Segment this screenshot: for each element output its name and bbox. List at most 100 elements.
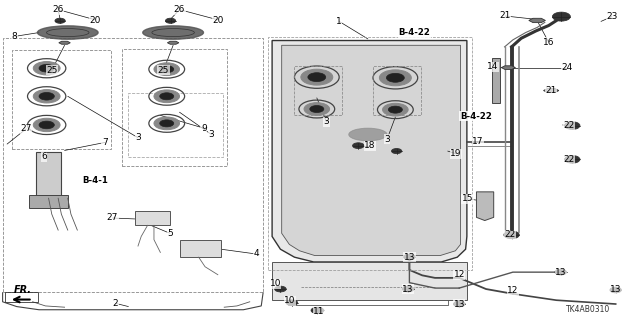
Text: 26: 26 xyxy=(52,5,64,14)
Circle shape xyxy=(308,73,326,82)
Polygon shape xyxy=(59,41,70,44)
Circle shape xyxy=(403,286,414,292)
Text: 7: 7 xyxy=(102,138,108,147)
Text: 3: 3 xyxy=(135,133,141,142)
Circle shape xyxy=(275,286,286,292)
Circle shape xyxy=(286,300,298,306)
Text: 11: 11 xyxy=(313,307,324,316)
Bar xyxy=(272,262,467,300)
Text: 13: 13 xyxy=(610,285,621,294)
Circle shape xyxy=(504,231,519,239)
Circle shape xyxy=(304,103,330,116)
Circle shape xyxy=(160,93,173,100)
Circle shape xyxy=(552,12,570,21)
Bar xyxy=(179,240,221,257)
Circle shape xyxy=(380,70,412,86)
Text: 2: 2 xyxy=(113,299,118,308)
Polygon shape xyxy=(272,41,467,262)
Bar xyxy=(3,38,263,292)
Bar xyxy=(29,195,68,208)
Circle shape xyxy=(154,63,179,76)
Text: 15: 15 xyxy=(462,194,473,204)
Text: 13: 13 xyxy=(555,268,566,277)
Circle shape xyxy=(311,307,324,314)
Text: 27: 27 xyxy=(20,124,32,133)
Text: B-4-1: B-4-1 xyxy=(83,176,108,185)
Circle shape xyxy=(564,156,580,163)
Bar xyxy=(12,50,111,149)
Text: 25: 25 xyxy=(158,66,169,75)
Bar xyxy=(129,93,223,157)
Text: 21: 21 xyxy=(499,12,511,20)
Bar xyxy=(135,211,170,225)
Circle shape xyxy=(387,73,404,82)
Circle shape xyxy=(160,120,173,127)
Bar xyxy=(294,66,342,116)
Circle shape xyxy=(33,118,60,132)
Circle shape xyxy=(610,287,621,293)
Text: 27: 27 xyxy=(107,213,118,222)
Text: TK4AB0310: TK4AB0310 xyxy=(566,305,611,314)
Circle shape xyxy=(388,106,403,113)
Circle shape xyxy=(555,269,566,275)
Polygon shape xyxy=(501,66,515,69)
Text: 5: 5 xyxy=(167,229,173,238)
Text: 14: 14 xyxy=(487,62,498,71)
Text: 10: 10 xyxy=(284,296,296,305)
Text: FR.: FR. xyxy=(13,285,31,295)
Text: B-4-22: B-4-22 xyxy=(399,28,431,37)
Text: 9: 9 xyxy=(201,124,207,132)
Polygon shape xyxy=(492,58,500,103)
Text: 13: 13 xyxy=(454,300,465,308)
Text: 17: 17 xyxy=(472,137,483,146)
Text: 1: 1 xyxy=(336,17,342,26)
Polygon shape xyxy=(168,41,179,44)
Circle shape xyxy=(564,122,580,129)
Text: 22: 22 xyxy=(563,121,575,130)
Text: 20: 20 xyxy=(212,16,223,25)
Polygon shape xyxy=(476,192,493,220)
Text: 3: 3 xyxy=(323,117,329,126)
Text: 10: 10 xyxy=(269,279,281,288)
Text: 12: 12 xyxy=(454,270,465,279)
Text: 13: 13 xyxy=(404,253,415,262)
Polygon shape xyxy=(529,18,545,23)
Circle shape xyxy=(404,254,415,260)
Text: 3: 3 xyxy=(209,130,214,139)
Circle shape xyxy=(454,301,465,307)
Text: 8: 8 xyxy=(12,32,18,41)
Text: 4: 4 xyxy=(253,250,259,259)
Circle shape xyxy=(160,66,173,73)
Circle shape xyxy=(55,18,65,23)
Circle shape xyxy=(39,92,54,100)
Text: 16: 16 xyxy=(543,38,554,47)
Polygon shape xyxy=(543,89,559,92)
Circle shape xyxy=(310,106,324,113)
Text: 24: 24 xyxy=(561,63,573,72)
Circle shape xyxy=(301,69,333,85)
Bar xyxy=(373,66,421,116)
Polygon shape xyxy=(282,45,461,256)
Text: 18: 18 xyxy=(364,141,376,150)
Circle shape xyxy=(353,143,364,148)
Circle shape xyxy=(154,90,179,103)
Text: 21: 21 xyxy=(545,86,557,95)
Text: 3: 3 xyxy=(384,135,390,144)
Text: 22: 22 xyxy=(563,155,575,164)
Circle shape xyxy=(154,117,179,130)
Circle shape xyxy=(39,121,54,129)
Ellipse shape xyxy=(37,26,98,39)
Circle shape xyxy=(392,148,402,154)
Text: B-4-22: B-4-22 xyxy=(460,112,492,121)
Circle shape xyxy=(383,103,408,116)
Ellipse shape xyxy=(143,26,204,39)
Text: 12: 12 xyxy=(507,286,518,295)
Text: 22: 22 xyxy=(504,230,515,239)
Text: 13: 13 xyxy=(403,284,414,293)
Circle shape xyxy=(33,61,60,75)
Bar xyxy=(122,49,227,166)
Text: 6: 6 xyxy=(41,152,47,161)
Bar xyxy=(268,37,472,270)
Text: 25: 25 xyxy=(46,66,58,75)
Text: 23: 23 xyxy=(606,12,618,21)
